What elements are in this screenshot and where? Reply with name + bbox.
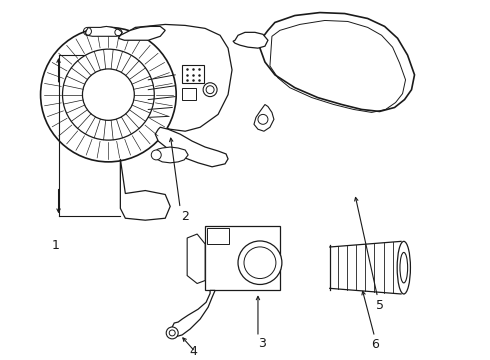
Polygon shape	[254, 104, 274, 131]
Polygon shape	[187, 234, 205, 283]
Ellipse shape	[397, 241, 411, 294]
Polygon shape	[85, 26, 122, 36]
Circle shape	[166, 327, 178, 339]
Polygon shape	[153, 147, 188, 163]
Text: 5: 5	[376, 299, 384, 312]
FancyBboxPatch shape	[205, 226, 280, 291]
Circle shape	[63, 49, 154, 140]
Text: 1: 1	[51, 239, 59, 252]
Circle shape	[238, 241, 282, 284]
Circle shape	[258, 114, 268, 124]
Polygon shape	[121, 159, 170, 220]
Text: 6: 6	[371, 338, 379, 351]
Polygon shape	[260, 13, 415, 112]
Polygon shape	[119, 26, 165, 40]
Polygon shape	[43, 80, 119, 134]
Circle shape	[151, 150, 161, 160]
Polygon shape	[233, 32, 268, 48]
Polygon shape	[170, 291, 215, 337]
Circle shape	[203, 83, 217, 96]
Circle shape	[41, 27, 176, 162]
Polygon shape	[125, 24, 232, 131]
Polygon shape	[155, 127, 228, 167]
Text: 2: 2	[181, 210, 189, 223]
Text: 4: 4	[189, 345, 197, 358]
Text: 3: 3	[258, 337, 266, 350]
